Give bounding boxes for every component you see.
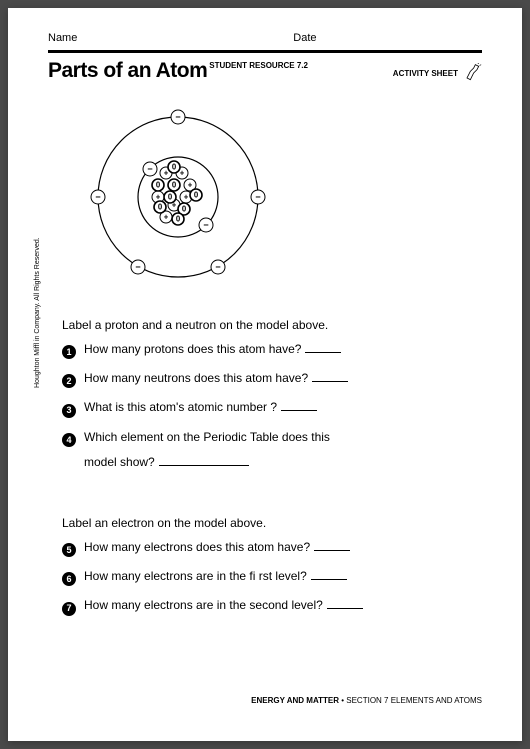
instruction-1: Label a proton and a neutron on the mode… [8,302,522,340]
answer-blank[interactable] [305,352,341,353]
q6-text: How many electrons are in the fi rst lev… [84,567,482,586]
activity-sheet-text: ACTIVITY SHEET [393,69,458,78]
svg-text:0: 0 [168,193,173,202]
svg-text:−: − [135,262,140,272]
svg-text:−: − [147,164,152,174]
badge-6: 6 [62,572,76,586]
answer-blank[interactable] [281,410,317,411]
badge-5: 5 [62,543,76,557]
badge-4: 4 [62,433,76,447]
svg-text:+: + [180,169,185,178]
svg-text:+: + [184,193,189,202]
date-label: Date [293,32,482,44]
answer-blank[interactable] [314,550,350,551]
atom-diagram-container: −−−−− −− +++++++ 00000000 [8,83,522,302]
q4-text-line2: model show? [84,453,482,472]
title-row: Parts of an Atom STUDENT RESOURCE 7.2 AC… [8,53,522,83]
q7-text: How many electrons are in the second lev… [84,596,482,615]
question-1: 1 How many protons does this atom have? [62,340,482,359]
header-row: Name Date [8,8,522,48]
answer-blank[interactable] [327,608,363,609]
outer-shell [98,117,258,277]
answer-blank[interactable] [311,579,347,580]
questions-block-2: 5 How many electrons does this atom have… [8,538,522,616]
svg-text:−: − [255,192,260,202]
q2-text: How many neutrons does this atom have? [84,369,482,388]
question-4: 4 Which element on the Periodic Table do… [62,428,482,472]
instruction-2: Label an electron on the model above. [8,500,522,538]
svg-text:−: − [203,220,208,230]
svg-text:+: + [156,193,161,202]
svg-text:−: − [175,112,180,122]
q5-text: How many electrons does this atom have? [84,538,482,557]
resource-label: STUDENT RESOURCE 7.2 [209,61,308,70]
questions-block-1: 1 How many protons does this atom have? … [8,340,522,472]
badge-1: 1 [62,345,76,359]
svg-text:+: + [164,213,169,222]
badge-2: 2 [62,374,76,388]
atom-diagram: −−−−− −− +++++++ 00000000 [88,107,268,287]
svg-text:−: − [95,192,100,202]
svg-text:0: 0 [172,181,177,190]
worksheet-page: Name Date Parts of an Atom STUDENT RESOU… [8,8,522,741]
badge-7: 7 [62,602,76,616]
footer: ENERGY AND MATTER • SECTION 7 ELEMENTS A… [251,696,482,705]
activity-sheet-label: ACTIVITY SHEET [393,63,482,83]
answer-blank[interactable] [159,465,249,466]
svg-text:−: − [215,262,220,272]
name-label: Name [48,32,293,44]
svg-text:0: 0 [194,191,199,200]
copyright-text: Houghton Miffl in Company. All Rights Re… [34,237,41,388]
page-title: Parts of an Atom [48,59,207,83]
question-2: 2 How many neutrons does this atom have? [62,369,482,388]
svg-text:0: 0 [182,205,187,214]
svg-text:0: 0 [176,215,181,224]
flashlight-icon [462,63,482,83]
answer-blank[interactable] [312,381,348,382]
q3-text: What is this atom's atomic number ? [84,398,482,417]
q1-text: How many protons does this atom have? [84,340,482,359]
svg-text:0: 0 [172,163,177,172]
svg-text:0: 0 [156,181,161,190]
svg-text:0: 0 [158,203,163,212]
footer-rest: • SECTION 7 ELEMENTS AND ATOMS [339,696,482,705]
badge-3: 3 [62,404,76,418]
footer-bold: ENERGY AND MATTER [251,696,339,705]
q4-text-line1: Which element on the Periodic Table does… [84,428,482,447]
question-3: 3 What is this atom's atomic number ? [62,398,482,417]
svg-text:+: + [188,181,193,190]
question-6: 6 How many electrons are in the fi rst l… [62,567,482,586]
question-7: 7 How many electrons are in the second l… [62,596,482,615]
question-5: 5 How many electrons does this atom have… [62,538,482,557]
